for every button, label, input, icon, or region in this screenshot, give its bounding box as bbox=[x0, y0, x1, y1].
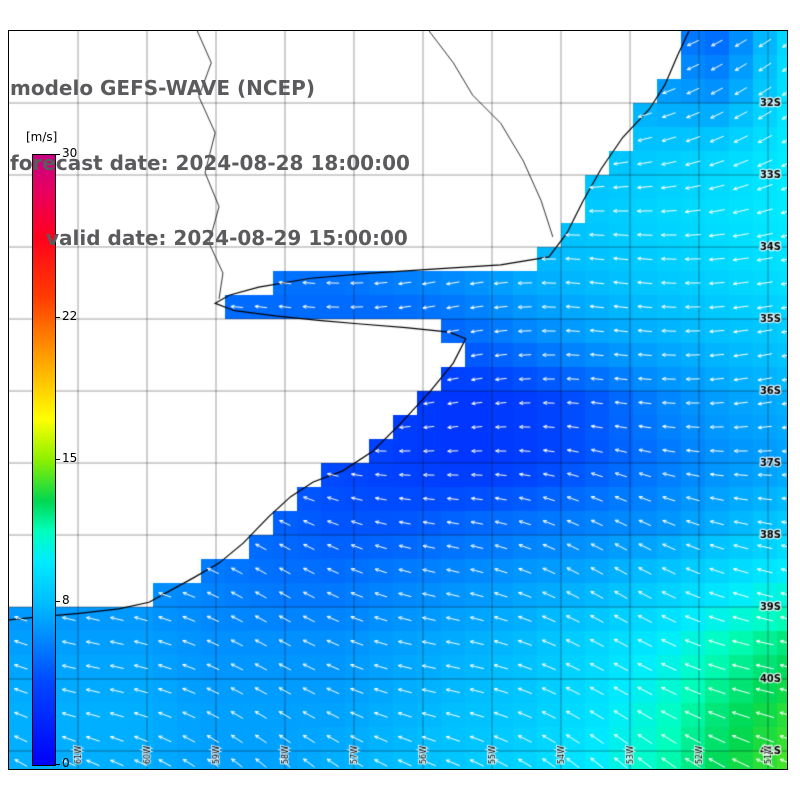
colorbar-unit-label: [m/s] bbox=[26, 130, 58, 144]
map-canvas bbox=[9, 31, 787, 769]
colorbar-tick-label: 22 bbox=[62, 308, 78, 323]
title-block: modelo GEFS-WAVE (NCEP) forecast date: 2… bbox=[10, 26, 410, 276]
colorbar-tick-mark bbox=[55, 154, 60, 155]
colorbar-tick-mark bbox=[55, 316, 60, 318]
colorbar: [m/s] 0 8 15 22 30 bbox=[26, 128, 116, 788]
colorbar-tick-label: 0 bbox=[62, 756, 70, 770]
colorbar-tick-mark bbox=[55, 601, 60, 603]
forecast-date-line: forecast date: 2024-08-28 18:00:00 bbox=[10, 151, 410, 175]
map-frame bbox=[8, 30, 788, 770]
valid-date-line: valid date: 2024-08-29 15:00:00 bbox=[46, 226, 408, 250]
colorbar-gradient bbox=[32, 154, 56, 766]
model-title: modelo GEFS-WAVE (NCEP) bbox=[10, 76, 315, 100]
colorbar-tick-label: 30 bbox=[62, 146, 78, 160]
colorbar-tick-mark bbox=[55, 459, 60, 460]
colorbar-tick-mark bbox=[55, 764, 60, 765]
colorbar-tick-label: 8 bbox=[62, 593, 70, 608]
colorbar-tick-label: 15 bbox=[62, 451, 78, 465]
